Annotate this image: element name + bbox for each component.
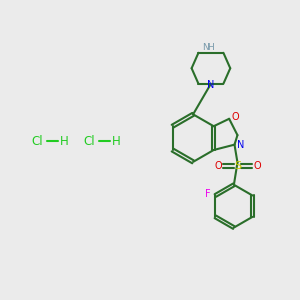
Text: Cl: Cl — [83, 135, 95, 148]
Text: N: N — [237, 140, 244, 150]
Text: O: O — [253, 161, 261, 171]
Text: N: N — [202, 43, 209, 52]
Text: H: H — [59, 135, 68, 148]
Text: O: O — [214, 161, 222, 171]
Text: S: S — [234, 161, 241, 171]
Text: O: O — [231, 112, 239, 122]
Text: F: F — [206, 189, 211, 199]
Text: Cl: Cl — [31, 135, 43, 148]
Text: N: N — [207, 80, 214, 90]
Text: H: H — [111, 135, 120, 148]
Text: H: H — [208, 43, 214, 52]
